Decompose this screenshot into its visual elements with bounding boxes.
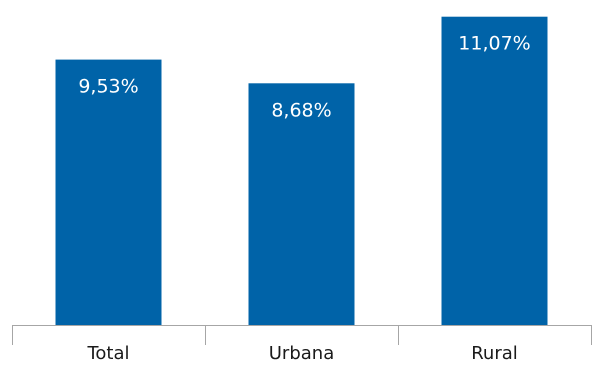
x-tick-label-total: Total [86, 343, 129, 364]
data-label-urbana: 8,68% [271, 99, 331, 121]
x-axis [12, 325, 592, 345]
bar-rural [441, 16, 548, 325]
data-label-rural: 11,07% [458, 33, 530, 55]
data-label-total: 9,53% [78, 76, 138, 98]
bars-layer [55, 16, 548, 325]
x-tick-label-urbana: Urbana [269, 343, 334, 364]
bar-urbana [248, 83, 355, 325]
labels-layer: 9,53% Total 8,68% Urbana 11,07% Rural [78, 33, 530, 364]
x-tick-label-rural: Rural [471, 343, 518, 364]
bar-total [55, 59, 162, 325]
